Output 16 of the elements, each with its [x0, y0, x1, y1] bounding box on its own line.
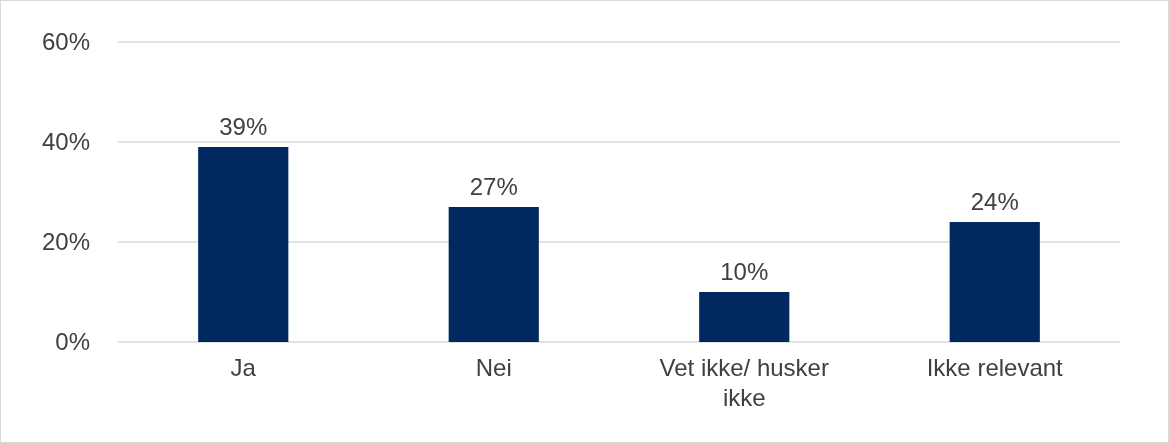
- data-label: 27%: [469, 173, 518, 200]
- x-tick-label: Nei: [475, 354, 512, 381]
- data-label: 24%: [970, 188, 1019, 215]
- x-tick-label: Vet ikke/ husker ikke: [659, 354, 829, 411]
- bar: [448, 207, 539, 342]
- y-tick-label: 0%: [55, 328, 90, 356]
- data-label: 10%: [720, 258, 769, 285]
- y-tick-label: 60%: [41, 28, 90, 56]
- y-tick-label: 20%: [41, 228, 90, 256]
- y-tick-label: 40%: [41, 128, 90, 156]
- x-tick-label: Ikke relevant: [926, 354, 1064, 381]
- data-label: 39%: [219, 113, 268, 140]
- bar: [198, 147, 289, 342]
- x-tick-label: Ja: [230, 354, 257, 381]
- bar: [949, 222, 1040, 342]
- bar: [699, 292, 790, 342]
